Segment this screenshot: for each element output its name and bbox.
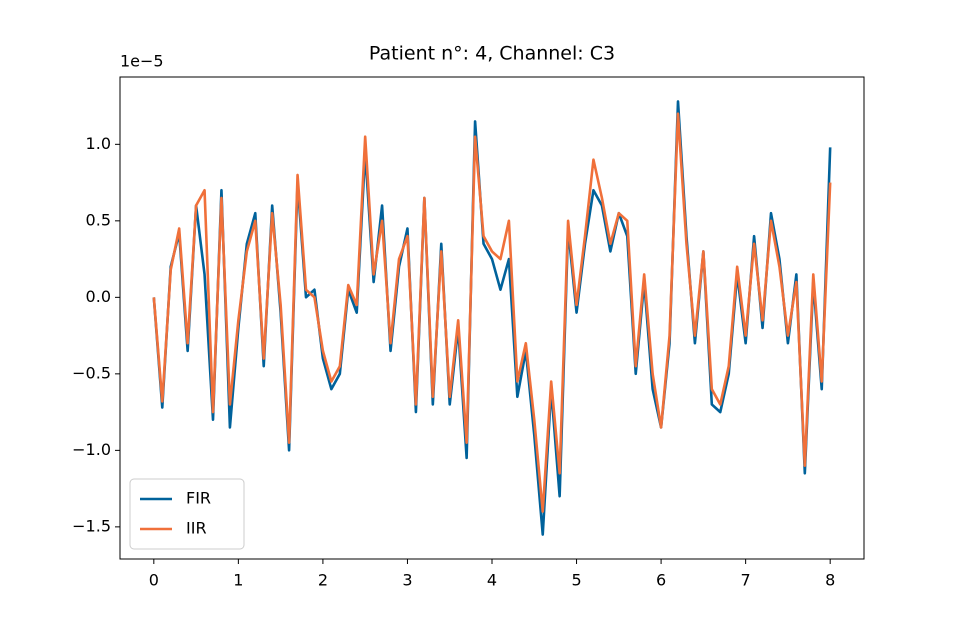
x-tick-label: 4 [487,571,497,590]
y-tick-label: −1.5 [72,516,111,535]
legend-box [129,478,245,550]
plot-frame [119,76,865,560]
x-tick-label: 5 [571,571,581,590]
legend-label: FIR [186,489,211,508]
series-line [152,100,832,536]
series-line [152,112,832,513]
x-tick-label: 6 [656,571,666,590]
x-tick-label: 0 [149,571,159,590]
x-tick-label: 1 [233,571,243,590]
y-tick-label: −0.5 [72,363,111,382]
x-tick-label: 8 [825,571,835,590]
x-tick-label: 7 [741,571,751,590]
x-tick-label: 2 [318,571,328,590]
offset-text: 1e−5 [120,52,164,71]
x-tick-label: 3 [402,571,412,590]
legend-label: IIR [186,519,207,538]
y-tick-label: 0.0 [86,287,111,306]
chart-title: Patient n°: 4, Channel: C3 [369,43,615,65]
y-tick-label: 1.0 [86,134,111,153]
y-tick-label: 0.5 [86,210,111,229]
y-tick-label: −1.0 [72,440,111,459]
